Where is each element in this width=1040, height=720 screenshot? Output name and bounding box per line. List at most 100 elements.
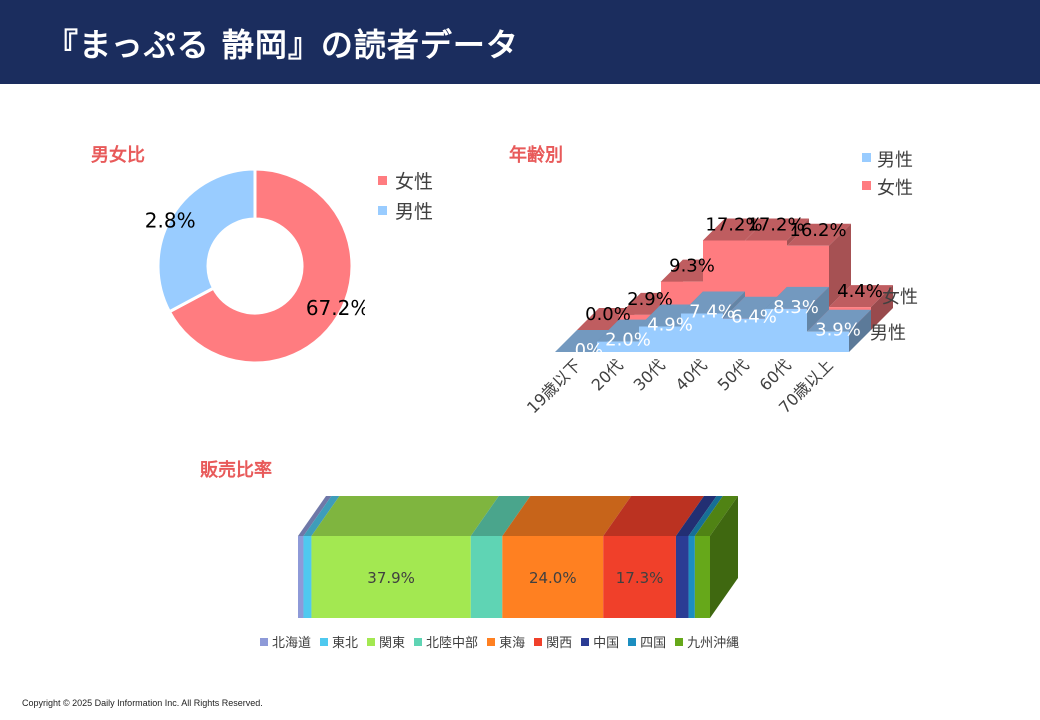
- gender-donut-chart: 67.2% 32.8%: [145, 167, 365, 365]
- area-step-face: [787, 218, 809, 246]
- bar-segment-関東: [311, 536, 471, 618]
- bar-segment-東北: [303, 536, 312, 618]
- x-tick-label: 19歳以下: [523, 355, 585, 417]
- area-data-label: 3.9%: [815, 320, 861, 341]
- bar-segment-関西: [603, 536, 676, 618]
- area-data-label: 17.2%: [705, 215, 762, 236]
- legend-swatch: [862, 153, 871, 162]
- bar-top-face: [694, 496, 738, 536]
- header-bar: 『まっぷる 静岡』の読者データ: [0, 0, 1040, 84]
- area-data-label: 9.3%: [669, 256, 715, 277]
- area-top-face: [703, 218, 767, 241]
- bar-segment-四国: [688, 536, 695, 618]
- legend-label: 関東: [379, 636, 406, 651]
- legend-label: 男性: [877, 150, 913, 171]
- bar-data-label: 17.3%: [616, 569, 664, 587]
- bar-top-face: [603, 496, 704, 536]
- bar-data-label: 24.0%: [529, 569, 577, 587]
- legend-swatch: [487, 637, 496, 646]
- area-data-label: 8.3%: [773, 297, 819, 318]
- area-data-label: 2.0%: [605, 330, 651, 351]
- area-top-face: [745, 218, 809, 241]
- area-data-label: 4.9%: [647, 315, 693, 336]
- depth-axis-label: 女性: [882, 287, 918, 308]
- gender-chart-title: 男女比: [91, 145, 145, 166]
- legend-swatch: [320, 637, 329, 646]
- bar-top-face: [303, 496, 340, 536]
- area-top-face: [807, 309, 871, 332]
- page-title: 『まっぷる 静岡』の読者データ: [46, 26, 519, 64]
- donut-slice-0: [167, 167, 354, 365]
- sales-chart-title: 販売比率: [200, 460, 272, 481]
- legend-swatch: [581, 637, 590, 646]
- depth-axis-label: 男性: [870, 323, 906, 344]
- legend-swatch: [260, 637, 268, 646]
- legend-label: 四国: [640, 636, 667, 651]
- legend-item: 関東: [367, 632, 405, 651]
- area-top-face: [829, 285, 893, 308]
- sales-legend: 北海道 東北 関東 北陸中部 東海 関西 中国 四国 九州沖縄: [260, 632, 820, 651]
- bar-segment-中国: [675, 536, 689, 618]
- area-series-男性: [555, 308, 849, 352]
- area-data-label: 16.2%: [789, 220, 846, 241]
- bar-segment-東海: [502, 536, 604, 618]
- bar-top-face: [298, 496, 332, 536]
- bar-segment-北海道: [298, 536, 304, 618]
- area-top-face: [787, 223, 851, 246]
- area-step-face: [807, 286, 829, 332]
- sales-stacked-bar-chart: 37.9% 24.0% 17.3%: [298, 496, 738, 618]
- legend-swatch: [862, 181, 871, 190]
- area-end-face: [871, 285, 893, 330]
- area-end-face: [849, 309, 871, 352]
- area-data-label: 7.4%: [689, 302, 735, 323]
- bar-top-face: [470, 496, 531, 536]
- area-step-face: [829, 223, 851, 308]
- legend-item: 四国: [628, 632, 666, 651]
- area-top-face: [681, 291, 745, 314]
- donut-data-label: 67.2%: [306, 296, 365, 320]
- area-top-face: [723, 296, 787, 319]
- x-tick-label: 30代: [630, 355, 669, 394]
- donut-data-label: 32.8%: [145, 209, 196, 233]
- legend-swatch: [534, 637, 543, 646]
- legend-item: 関西: [534, 632, 572, 651]
- age-area-chart: 0.0%2.9%9.3%17.2%17.2%16.2%4.4%.0% 2.0%4.…: [523, 150, 918, 417]
- bar-top-face: [502, 496, 632, 536]
- area-data-label: .0%: [569, 340, 603, 361]
- bar-top-face: [688, 496, 723, 536]
- copyright-text: Copyright © 2025 Daily Information Inc. …: [22, 698, 263, 708]
- legend-item: 東北: [320, 632, 358, 651]
- bar-segment-九州沖縄: [694, 536, 710, 618]
- legend-swatch: [628, 637, 637, 646]
- legend-item: 北陸中部: [414, 632, 478, 651]
- legend-label: 北陸中部: [426, 636, 479, 651]
- bar-segment-北陸中部: [470, 536, 503, 618]
- legend-item: 中国: [581, 632, 619, 651]
- legend-label: 男性: [395, 201, 434, 223]
- area-data-label: 6.4%: [731, 307, 777, 328]
- legend-swatch: [378, 206, 387, 215]
- area-top-face: [555, 330, 619, 352]
- area-data-label: 4.4%: [837, 281, 883, 302]
- x-tick-label: 40代: [672, 355, 711, 394]
- bar-data-label: 37.9%: [367, 569, 415, 587]
- legend-label: 女性: [877, 178, 913, 199]
- legend-swatch: [675, 637, 684, 646]
- bar-end-face: [710, 496, 738, 618]
- legend-item: 東海: [487, 632, 525, 651]
- area-step-face: [723, 291, 745, 319]
- legend-label: 中国: [593, 636, 620, 651]
- gender-legend-male: 男性: [378, 197, 433, 224]
- bar-top-face: [311, 496, 499, 536]
- legend-label: 関西: [546, 636, 573, 651]
- area-top-face: [765, 286, 829, 309]
- x-tick-label: 20代: [588, 355, 627, 394]
- bar-top-face: [675, 496, 717, 536]
- x-tick-label: 50代: [714, 355, 753, 394]
- legend-label: 女性: [395, 171, 434, 193]
- legend-item: 九州沖縄: [675, 632, 739, 651]
- legend-swatch: [378, 176, 387, 185]
- legend-label: 東北: [332, 636, 359, 651]
- legend-swatch: [367, 637, 376, 646]
- donut-slice-1: [156, 167, 257, 314]
